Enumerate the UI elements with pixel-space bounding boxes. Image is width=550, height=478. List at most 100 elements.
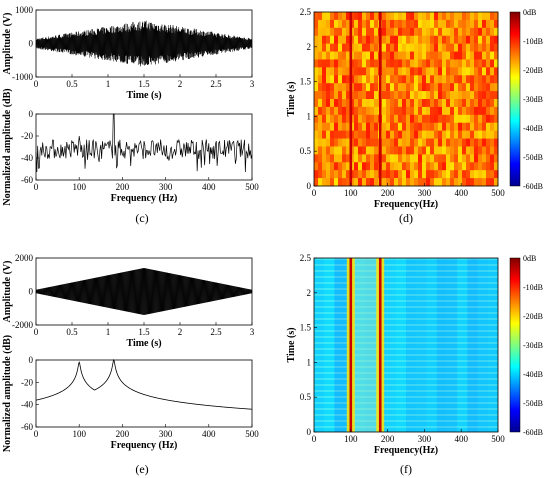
heatmap-cell: [322, 170, 327, 179]
y-tick-label: 0: [29, 287, 34, 297]
heatmap-cell: [390, 99, 395, 108]
heatmap-cell: [490, 83, 495, 92]
heatmap-cell: [486, 83, 491, 92]
heatmap-cell: [454, 138, 459, 147]
heatmap-cell: [402, 170, 407, 179]
heatmap-cell: [370, 114, 375, 124]
heatmap-cell: [358, 59, 363, 68]
heatmap-cell: [414, 75, 419, 84]
heatmap-cell: [458, 154, 463, 163]
heatmap-cell: [466, 35, 471, 44]
heatmap-cell: [334, 99, 339, 108]
heatmap-cell: [466, 75, 471, 84]
caption-d: (d): [399, 211, 413, 225]
heatmap-cell: [438, 130, 443, 139]
heatmap-cell: [462, 130, 467, 139]
heatmap-cell: [322, 130, 327, 139]
heatmap-cell: [486, 59, 491, 68]
heatmap-cell: [342, 138, 347, 147]
x-tick-label: 500: [245, 182, 259, 192]
heatmap-cell: [334, 170, 339, 179]
plot-frame: [35, 113, 253, 181]
heatmap-cell: [374, 83, 379, 92]
heatmap-cell: [430, 12, 435, 21]
heatmap-cell: [374, 27, 379, 37]
heatmap-cell: [402, 27, 407, 37]
heatmap-column: [324, 258, 335, 432]
heatmap-cell: [478, 19, 483, 29]
y-tick-label: 2.5: [300, 7, 312, 17]
heatmap-cell: [458, 99, 463, 108]
heatmap-cell: [494, 59, 499, 68]
y-tick-label: 0.5: [300, 392, 312, 402]
heatmap-cell: [338, 99, 343, 108]
heatmap-cell: [410, 51, 415, 60]
heatmap-cell: [386, 35, 391, 44]
heatmap-cell: [346, 170, 351, 179]
heatmap-cell: [346, 91, 351, 100]
heatmap-column: [365, 258, 376, 432]
heatmap-cell: [486, 162, 491, 171]
heatmap-cell: [434, 138, 439, 147]
heatmap-cell: [470, 51, 475, 60]
heatmap-cell: [322, 27, 327, 37]
heatmap-band: [350, 258, 381, 432]
heatmap-cell: [338, 75, 343, 84]
heatmap-cell: [398, 114, 403, 124]
heatmap-cell: [414, 154, 419, 163]
heatmap-cell: [486, 138, 491, 147]
heatmap-cell: [330, 35, 335, 44]
heatmap-cell: [494, 122, 499, 131]
heatmap-cell: [386, 106, 391, 116]
heatmap-cell: [390, 35, 395, 44]
heatmap-cell: [346, 99, 351, 108]
heatmap-cell: [342, 19, 347, 29]
heatmap-cell: [362, 59, 367, 68]
heatmap-cell: [354, 106, 359, 116]
heatmap-cell: [350, 75, 355, 84]
heatmap-cell: [466, 12, 471, 21]
heatmap-cell: [454, 19, 459, 29]
colorbar-label: -10dB: [523, 283, 543, 292]
heatmap-cell: [362, 19, 367, 29]
heatmap-cell: [354, 67, 359, 76]
heatmap-cell: [362, 27, 367, 37]
heatmap-cell: [418, 75, 423, 84]
heatmap-cell: [494, 35, 499, 44]
heatmap-cell: [438, 178, 443, 187]
heatmap-cell: [494, 178, 499, 187]
heatmap-cell: [426, 91, 431, 100]
heatmap-cell: [334, 27, 339, 37]
heatmap-cell: [346, 146, 351, 155]
heatmap-cell: [362, 12, 367, 21]
heatmap-cell: [402, 178, 407, 187]
heatmap-cell: [334, 12, 339, 21]
heatmap-cell: [462, 154, 467, 163]
heatmap-cell: [382, 138, 387, 147]
heatmap-cell: [406, 75, 411, 84]
heatmap-cell: [318, 114, 323, 124]
heatmap-cell: [426, 43, 431, 52]
heatmap-cell: [406, 138, 411, 147]
heatmap-cell: [406, 130, 411, 139]
heatmap-cell: [418, 43, 423, 52]
heatmap-cell: [454, 43, 459, 52]
x-tick-label: 2.5: [210, 79, 222, 89]
heatmap-cell: [418, 106, 423, 116]
heatmap-cell: [410, 114, 415, 124]
heatmap-cell: [474, 130, 479, 139]
heatmap-cell: [394, 91, 399, 100]
heatmap-cell: [474, 170, 479, 179]
heatmap-cell: [346, 75, 351, 84]
heatmap-cell: [382, 67, 387, 76]
heatmap-cell: [410, 83, 415, 92]
heatmap-cell: [470, 27, 475, 37]
heatmap-cell: [386, 146, 391, 155]
heatmap-cell: [430, 162, 435, 171]
heatmap-cell: [466, 114, 471, 124]
heatmap-cell: [434, 12, 439, 21]
heatmap-cell: [374, 59, 379, 68]
heatmap-cell: [386, 91, 391, 100]
heatmap-cell: [462, 138, 467, 147]
heatmap-cell: [394, 12, 399, 21]
